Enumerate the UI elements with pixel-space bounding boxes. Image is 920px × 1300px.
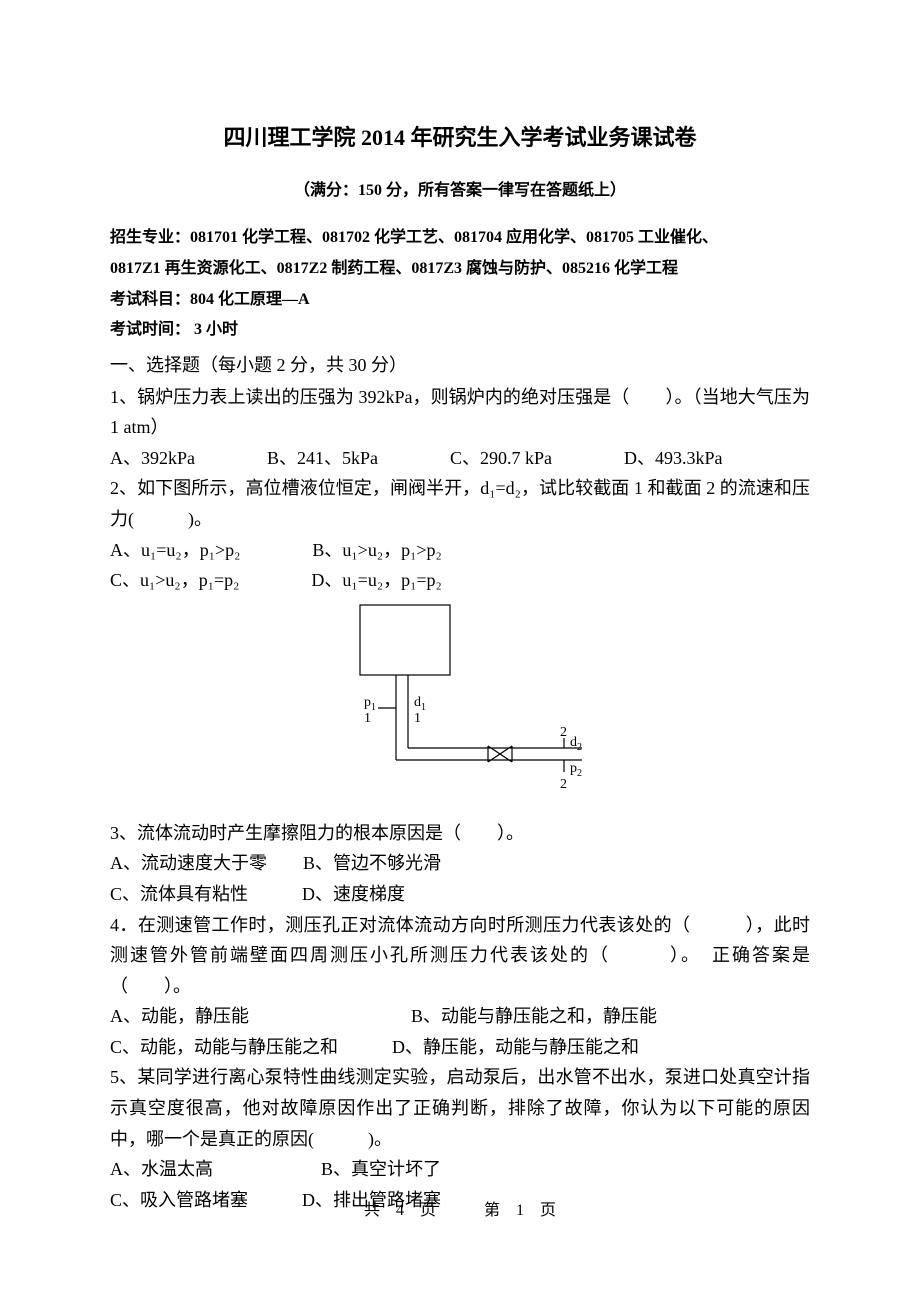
- exam-title: 四川理工学院 2014 年研究生入学考试业务课试卷: [110, 120, 810, 152]
- q3-options-row1: A、流动速度大于零 B、管边不够光滑: [110, 848, 810, 879]
- q2-diagram-wrap: p1 1 d1 1 2 d2 p2 2: [110, 600, 810, 810]
- label-d2: d2: [570, 735, 582, 753]
- section-1-header: 一、选择题（每小题 2 分，共 30 分）: [110, 349, 810, 381]
- q2-options-row2: C、u₁>u₂，p₁=p₂ D、u₁=u₂，p₁=p₂: [110, 565, 810, 596]
- label-2-bot: 2: [560, 777, 567, 792]
- majors-line-1: 招生专业：081701 化学工程、081702 化学工艺、081704 应用化学…: [110, 224, 810, 253]
- q1-options: A、392kPa B、241、5kPa C、290.7 kPa D、493.3k…: [110, 443, 810, 474]
- q3-text: 3、流体流动时产生摩擦阻力的根本原因是（ ）。: [110, 818, 810, 849]
- q4-text: 4．在测速管工作时，测压孔正对流体流动方向时所测压力代表该处的（ ），此时测速管…: [110, 910, 810, 1002]
- q4-options-row1: A、动能，静压能 B、动能与静压能之和，静压能: [110, 1001, 810, 1032]
- q5-text: 5、某同学进行离心泵特性曲线测定实验，启动泵后，出水管不出水，泵进口处真空计指示…: [110, 1062, 810, 1154]
- q5-options-row1: A、水温太高 B、真空计坏了: [110, 1154, 810, 1185]
- q2-diagram: p1 1 d1 1 2 d2 p2 2: [310, 600, 610, 810]
- duration-line: 考试时间： 3 小时: [110, 316, 810, 345]
- label-2-top: 2: [560, 725, 567, 740]
- q3-options-row2: C、流体具有粘性 D、速度梯度: [110, 879, 810, 910]
- q4-options-row2: C、动能，动能与静压能之和 D、静压能，动能与静压能之和: [110, 1032, 810, 1063]
- page-footer: 共 4 页 第 1 页: [0, 1196, 920, 1220]
- exam-subtitle: （满分：150 分，所有答案一律写在答题纸上）: [110, 176, 810, 200]
- q2-text: 2、如下图所示，高位槽液位恒定，闸阀半开，d₁=d₂，试比较截面 1 和截面 2…: [110, 473, 810, 534]
- majors-line-2: 0817Z1 再生资源化工、0817Z2 制药工程、0817Z3 腐蚀与防护、0…: [110, 255, 810, 284]
- q1-text: 1、锅炉压力表上读出的压强为 392kPa，则锅炉内的绝对压强是（ ）。（当地大…: [110, 382, 810, 443]
- label-p2: p2: [570, 761, 582, 779]
- subject-line: 考试科目：804 化工原理—A: [110, 286, 810, 315]
- label-1-right: 1: [414, 711, 421, 726]
- label-1-left: 1: [364, 711, 371, 726]
- q2-options-row1: A、u₁=u₂，p₁>p₂ B、u₁>u₂，p₁>p₂: [110, 535, 810, 566]
